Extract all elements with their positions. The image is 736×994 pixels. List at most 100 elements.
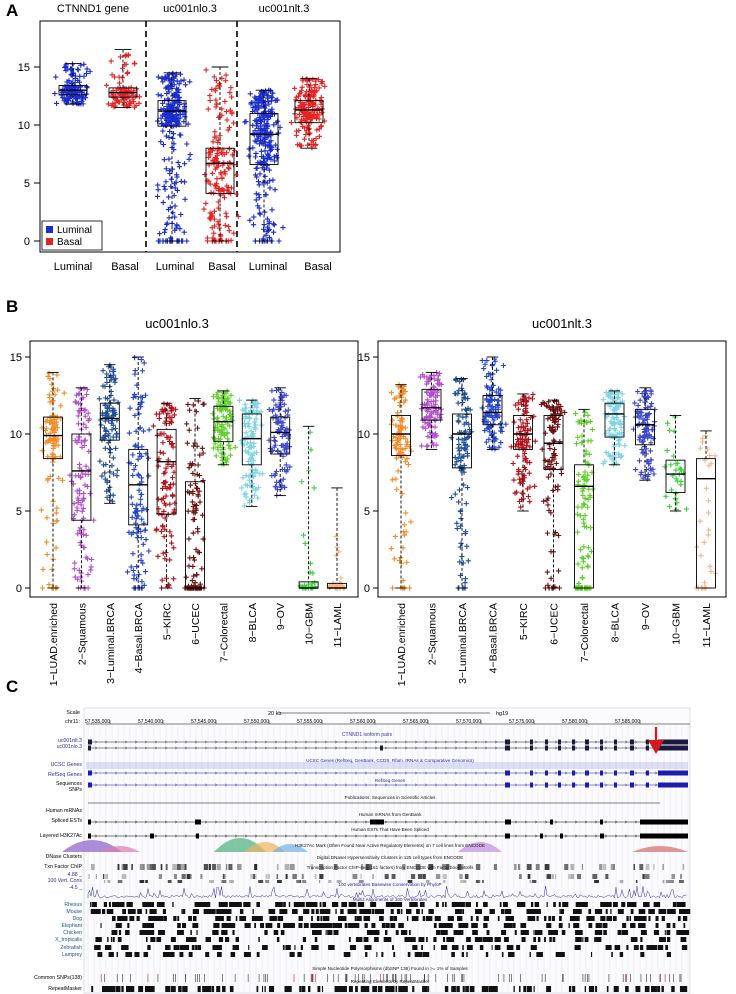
br-xlabels-label-4: 4−Basal.BRCA — [488, 603, 500, 673]
bl-xlabels-label-4: 4−Basal.BRCA — [133, 603, 145, 673]
panel-b-right-y-axis: 15 10 5 0 — [358, 352, 378, 595]
bl-xlabels-label-6: 6−UCEC — [190, 603, 202, 645]
track-title-10: Multiz Alignments of 100 Vertebrates — [353, 897, 428, 902]
br-xlabels-label-2: 2−Squamous — [427, 603, 439, 665]
coord-2: 57,540,000 — [138, 719, 163, 725]
bl-boxes-box-4-box — [128, 448, 149, 526]
coord-8: 57,570,000 — [456, 719, 481, 725]
legend-label-luminal: Luminal — [57, 225, 92, 236]
panel-b-left-y-axis: 15 10 5 0 — [10, 352, 30, 595]
panel-a-box-4 — [201, 66, 241, 244]
track-label-10: DNase Clusters — [46, 854, 83, 860]
track-titles: UCSC Genes (RefSeq, GenBank, CCDS, Rfam,… — [295, 758, 485, 984]
coord-7: 57,565,000 — [403, 719, 428, 725]
panel-a-box-3 — [154, 70, 193, 244]
track-label-2: uc001nlo.3 — [57, 744, 82, 750]
track-label-11: Txn Factor ChIP — [44, 864, 82, 870]
panel-a-box-4-box — [205, 147, 235, 194]
panel-a-box-2-points — [103, 52, 143, 110]
bl-boxes-box-11-points — [327, 533, 348, 591]
track-label-8: Spliced ESTs — [51, 818, 82, 824]
track-title-3: Publications: Sequences in Scientific Ar… — [345, 795, 437, 800]
panel-a-box-1 — [52, 61, 93, 107]
bl-boxes-box-10-points — [297, 429, 318, 591]
common-snps — [100, 974, 682, 982]
br-boxes-box-7 — [572, 408, 596, 591]
panel-b-left-ytick-15: 15 — [10, 352, 22, 364]
track-label-22: Lamprey — [62, 952, 83, 958]
track-label-20: X_tropicalis — [55, 937, 82, 943]
track-label-3: UCSC Genes — [51, 762, 83, 768]
track-label-6: SNPs — [69, 787, 83, 793]
panel-b-left-boxplots — [38, 355, 348, 591]
br-boxes-box-5 — [508, 391, 538, 512]
track-title-6: H3K27Ac Mark (Often Found Near Active Re… — [295, 843, 485, 848]
bl-boxes-box-2 — [67, 385, 97, 591]
ucsc-genes-track — [86, 762, 688, 769]
panel-b-right-boxplots — [388, 356, 719, 591]
bl-boxes-box-7-box — [213, 405, 234, 443]
panel-a-header-nlo: uc001nlo.3 — [163, 3, 217, 15]
br-boxes-box-7-box — [574, 464, 594, 589]
coord-4: 57,550,000 — [244, 719, 269, 725]
panel-a-box-6-points — [288, 76, 328, 151]
track-label-9: Layered H3K27Ac — [40, 833, 83, 839]
bl-boxes-box-7-points — [210, 388, 238, 467]
conservation-track — [87, 886, 687, 899]
panel-a-xlabel-6: Basal — [304, 261, 332, 273]
panel-b-right-ytick-0: 0 — [364, 583, 370, 595]
panel-a-xlabel-2: Basal — [111, 261, 139, 273]
scale-label: Scale — [66, 710, 80, 716]
track-title-7: Digital DNaseI Hypersensitivity Clusters… — [317, 855, 464, 860]
panel-a-ytick-10: 10 — [18, 120, 30, 132]
panel-a-box-5-box — [249, 112, 279, 165]
coord-10: 57,580,000 — [562, 719, 587, 725]
panel-b-right-ytick-10: 10 — [358, 429, 370, 441]
bl-boxes-box-7 — [210, 388, 238, 467]
panel-a-header-gene: CTNND1 gene — [57, 3, 129, 15]
panel-b-left-frame — [29, 340, 359, 598]
br-boxes-box-4-box — [482, 395, 503, 426]
bl-boxes-box-9-box — [270, 416, 291, 455]
br-boxes-box-2 — [417, 369, 444, 450]
panel-a-box-4-points — [201, 67, 241, 244]
panel-a-boxplots — [52, 49, 328, 244]
panel-a-ytick-0: 0 — [24, 236, 30, 248]
coord-6: 57,560,000 — [350, 719, 375, 725]
br-boxes-box-3 — [448, 376, 475, 591]
legend-label-basal: Basal — [57, 237, 82, 248]
br-xlabels-label-9: 9−OV — [640, 603, 652, 630]
panel-a-box-3-box — [157, 100, 187, 127]
panel-a-xlabel-5: Luminal — [249, 261, 288, 273]
bl-xlabels-label-10: 10−GBM — [304, 603, 316, 645]
red-arrow-icon — [648, 727, 664, 754]
coord-9: 57,575,000 — [509, 719, 534, 725]
br-boxes-box-5-box — [513, 415, 533, 450]
track-title-11: Simple Nucleotide Polymorphisms (dbSNP 1… — [312, 966, 468, 971]
br-boxes-box-1-points — [388, 382, 414, 591]
panel-a-xlabels: Luminal Basal Luminal Basal Luminal Basa… — [54, 261, 332, 273]
track-label-4: RefSeq Genes — [48, 772, 82, 778]
br-xlabels-label-10: 10−GBM — [671, 603, 683, 645]
panel-a-ytick-15: 15 — [18, 62, 30, 74]
bl-boxes-box-3-points — [96, 362, 121, 504]
br-xlabels-label-7: 7−Colorectal — [579, 603, 591, 662]
br-boxes-box-9-points — [630, 387, 658, 482]
bl-boxes-box-2-box — [71, 433, 92, 521]
panel-b-right-xlabels: 1−LUAD.enriched 2−Squamous 3−Luminal.BRCA 4… — [396, 603, 713, 687]
track-title-5: Human ESTs That Have Been Spliced — [351, 827, 429, 832]
br-xlabels-label-8: 8−BLCA — [610, 603, 622, 642]
bl-boxes-box-1 — [38, 370, 67, 591]
chrom-label: chr11: — [65, 719, 80, 725]
track-label-18: Elephant — [62, 923, 83, 929]
coord-3: 57,545,000 — [191, 719, 216, 725]
panel-a-box-2 — [103, 49, 143, 110]
coord-11: 57,585,000 — [615, 719, 640, 725]
br-boxes-box-4 — [479, 356, 509, 452]
bl-boxes-box-3 — [96, 362, 121, 504]
bl-boxes-box-6 — [182, 398, 207, 591]
genome-browser-gridlines — [87, 725, 689, 993]
track-label-5: Sequences — [56, 781, 82, 787]
br-boxes-box-2-box — [421, 388, 442, 421]
bl-xlabels-label-5: 5−KIRC — [162, 603, 174, 640]
